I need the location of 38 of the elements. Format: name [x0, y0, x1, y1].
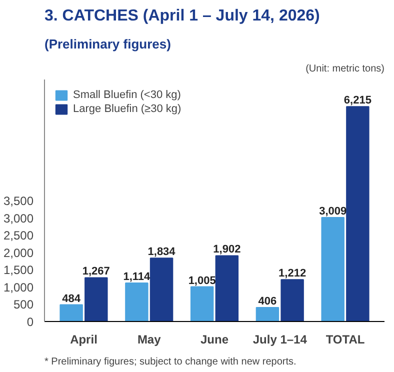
bar [150, 258, 174, 322]
bar [215, 255, 239, 322]
bar [190, 286, 214, 322]
bar [256, 306, 280, 322]
data-label: 1,834 [148, 246, 176, 258]
data-label: 1,005 [188, 274, 216, 287]
x-tick-label: May [137, 332, 162, 346]
bar [125, 282, 148, 322]
data-label: 6,215 [344, 94, 372, 107]
data-label: 406 [258, 295, 277, 308]
x-tick-label: June [200, 332, 229, 346]
y-tick-label: 2,000 [3, 246, 34, 260]
x-tick-label: July 1–14 [252, 332, 308, 346]
bar [346, 106, 370, 322]
y-tick-label: 1,500 [3, 263, 34, 278]
text: (Unit: metric tons) [306, 64, 385, 74]
data-label: 1,267 [82, 266, 110, 278]
data-label: 1,902 [213, 244, 241, 256]
y-tick-label: 2,500 [3, 228, 34, 243]
y-tick-label: 3,000 [3, 211, 34, 226]
y-tick-label: 1,000 [3, 280, 34, 294]
bar [280, 279, 304, 322]
x-tick-label: TOTAL [326, 332, 365, 346]
chart-title: 3. CATCHES (April 1 – July 14, 2026) [44, 8, 320, 24]
legend-label: Large Bluefin (≥30 kg) [73, 103, 182, 115]
chart-subtitle: (Preliminary figures) [44, 36, 171, 52]
data-label: 484 [62, 292, 82, 305]
bar [84, 277, 108, 322]
data-label: 1,212 [278, 268, 306, 280]
bar [60, 304, 83, 322]
x-tick-label: April [70, 332, 98, 346]
y-tick-label: 3,500 [3, 194, 34, 208]
bar [321, 216, 344, 322]
y-tick-label: 0 [26, 315, 34, 329]
data-label: 1,114 [123, 270, 152, 283]
y-tick-label: 500 [13, 298, 34, 312]
text: * Preliminary figures; subject to change with new reports. [44, 356, 296, 368]
legend-label: Small Bluefin (<30 kg) [73, 89, 181, 101]
